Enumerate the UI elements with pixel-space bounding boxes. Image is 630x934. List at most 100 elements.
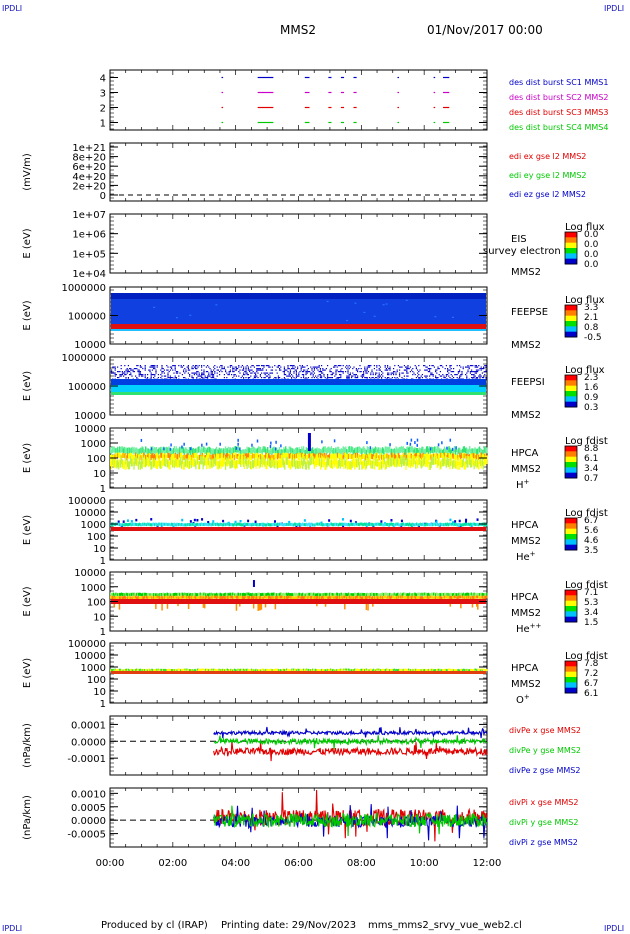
spectrogram-speckle — [355, 368, 357, 370]
spectrogram-speckle — [202, 374, 204, 376]
colorbar-swatch — [565, 539, 577, 546]
spectrogram-speckle — [245, 377, 247, 379]
spectrogram-fill — [337, 595, 339, 599]
spectrogram-fill — [286, 523, 289, 527]
spectrogram-fill — [484, 523, 486, 527]
spectrogram-fill — [146, 669, 149, 672]
spectrogram-fill — [434, 446, 437, 453]
spectrogram-speckle — [235, 366, 237, 368]
spectrogram-fill — [215, 595, 217, 599]
spectrogram-fill — [137, 592, 140, 596]
colorbar-frame — [564, 517, 578, 551]
spectrogram-fill — [188, 523, 190, 527]
spectrogram-fill — [111, 446, 114, 453]
spectrogram-fill — [469, 457, 471, 466]
spectrogram-speckle — [287, 366, 289, 368]
colorbar-swatch — [565, 616, 577, 623]
spectrogram-speckle — [477, 366, 479, 368]
spectrogram-fill — [469, 596, 471, 600]
spectrogram-fill — [139, 592, 141, 596]
spectrogram-fill — [334, 449, 336, 456]
spectrogram-fill — [276, 522, 279, 526]
spectrogram-fill — [179, 522, 181, 526]
spectrogram-speckle — [477, 604, 479, 610]
spectrogram-speckle — [321, 440, 323, 444]
spectrogram-fill — [309, 596, 311, 600]
spectrogram-fill — [422, 522, 424, 526]
spectrogram-fill — [268, 523, 271, 527]
spectrogram-speckle — [141, 366, 143, 368]
spectrogram-speckle — [300, 368, 302, 370]
spectrogram-fill — [156, 595, 158, 599]
colorbar-swatch — [565, 590, 577, 596]
spectrogram-speckle — [348, 374, 350, 376]
spectrogram-speckle — [414, 365, 416, 367]
spectrogram-fill — [195, 448, 197, 455]
spectrogram-fill — [223, 669, 226, 672]
spectrogram-fill — [433, 447, 435, 454]
spectrogram-speckle — [449, 377, 451, 379]
spectrogram-fill — [222, 593, 224, 597]
spectrogram-fill — [121, 592, 123, 596]
spectrogram-fill — [299, 449, 301, 456]
spectrogram-fill — [198, 461, 201, 470]
spectrogram-fill — [282, 668, 284, 671]
spectrogram-fill — [280, 448, 282, 455]
spectrogram-fill — [259, 593, 262, 597]
spectrogram-fill — [419, 522, 421, 526]
spectrogram-fill — [483, 457, 485, 466]
spectrogram-fill — [355, 458, 357, 467]
spectrogram-fill — [266, 593, 268, 597]
spectrogram-fill — [301, 593, 303, 597]
spectrogram-speckle — [161, 604, 163, 611]
spectrogram-speckle — [363, 375, 365, 377]
spectrogram-fill — [156, 593, 158, 597]
spectrogram-speckle — [269, 372, 271, 374]
spectrogram-speckle — [235, 369, 237, 371]
spectrogram-fill — [310, 592, 312, 596]
spectrogram-speckle — [237, 438, 239, 442]
spectrogram-speckle — [291, 368, 293, 370]
spectrogram-fill — [462, 446, 465, 453]
spectrogram-speckle — [283, 377, 285, 379]
colorbar-swatch — [565, 600, 577, 607]
spectrogram-speckle — [393, 371, 395, 373]
spectrogram-fill — [447, 595, 449, 599]
spectrogram-fill — [419, 593, 421, 597]
spectrogram-fill — [238, 595, 240, 599]
spectrogram-fill — [234, 446, 237, 453]
spectrogram-speckle — [322, 369, 324, 371]
spectrogram-fill — [170, 453, 172, 459]
spectrogram-fill — [320, 459, 323, 468]
spectrogram-speckle — [177, 604, 179, 607]
spectrogram-speckle — [219, 371, 221, 373]
spectrogram-fill — [443, 523, 445, 527]
spectrogram-fill — [285, 452, 288, 458]
spectrogram-speckle — [210, 372, 212, 374]
spectrogram-fill — [408, 523, 410, 527]
spectrogram-fill — [305, 595, 307, 599]
spectrogram-fill — [310, 595, 312, 599]
spectrogram-fill — [267, 523, 270, 527]
spectrogram-fill — [445, 452, 448, 458]
spectrogram-fill — [165, 456, 167, 465]
spectrogram-fill — [155, 446, 158, 453]
spectrogram-speckle — [117, 371, 119, 373]
spectrogram-fill — [412, 522, 414, 526]
spectrogram-fill — [287, 669, 290, 672]
spectrogram-speckle — [283, 372, 285, 374]
spectrogram-fill — [295, 523, 298, 527]
spectrogram-fill — [217, 453, 220, 459]
spectrogram-fill — [412, 596, 414, 600]
spectrogram-fill — [453, 453, 456, 459]
spectrogram-fill — [427, 456, 430, 465]
spectrogram-fill — [137, 449, 140, 456]
spectrogram-fill — [233, 454, 236, 460]
spectrogram-fill — [475, 523, 477, 527]
spectrogram-fill — [111, 392, 486, 395]
spectrogram-fill — [235, 593, 237, 597]
spectrogram-speckle — [381, 377, 383, 379]
spectrogram-speckle — [457, 371, 459, 373]
spectrogram-fill — [233, 460, 236, 469]
spectrogram-fill — [366, 522, 369, 526]
